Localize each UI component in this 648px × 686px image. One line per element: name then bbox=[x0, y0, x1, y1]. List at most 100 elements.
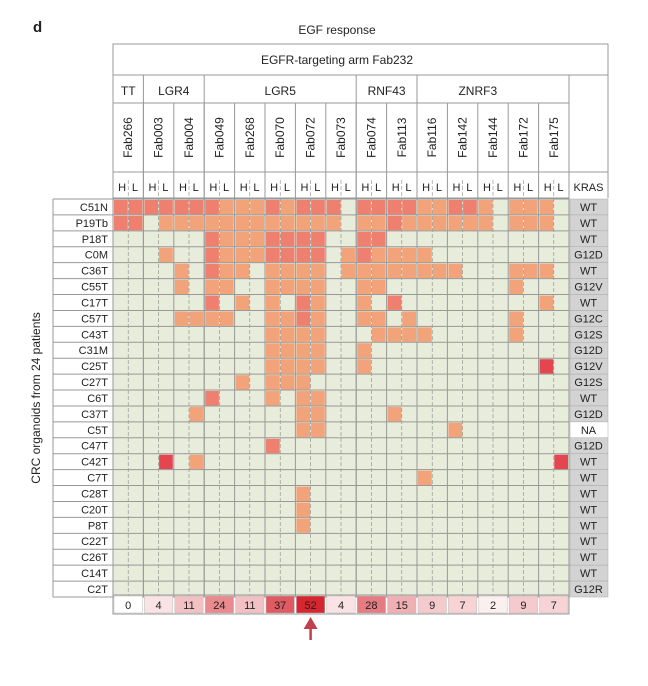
hit-cell-fab072-h bbox=[296, 406, 311, 422]
hit-cell-fab116-h bbox=[418, 200, 432, 215]
antibody-label-fab003: Fab003 bbox=[152, 117, 166, 158]
hit-cell-fab072-l bbox=[311, 215, 325, 231]
hit-cell-fab074-l bbox=[371, 200, 386, 215]
kras-value: G12D bbox=[574, 441, 603, 453]
hit-cell-fab073-h bbox=[326, 200, 341, 215]
row-label-c0m: C0M bbox=[85, 250, 108, 262]
target-group-label-rnf43: RNF43 bbox=[368, 84, 406, 98]
hit-cell-fab072-l bbox=[311, 231, 325, 247]
hit-cell-fab072-h bbox=[296, 327, 311, 342]
hit-cell-fab074-h bbox=[357, 215, 371, 231]
hit-cell-fab070-l bbox=[280, 263, 295, 279]
row-label-c28t: C28T bbox=[81, 488, 108, 500]
hit-cell-fab113-l bbox=[402, 263, 416, 279]
total-cell-fab175 bbox=[539, 595, 569, 614]
hit-cell-fab116-h bbox=[418, 215, 432, 231]
row-label-c55t: C55T bbox=[81, 282, 108, 294]
hit-cell-fab116-l bbox=[432, 215, 447, 231]
kras-value: G12D bbox=[574, 409, 603, 421]
conc-label-h: H bbox=[301, 182, 309, 194]
total-cell-fab116 bbox=[417, 595, 447, 614]
hit-cell-fab268-l bbox=[250, 215, 264, 231]
hit-cell-fab004-l bbox=[189, 200, 204, 215]
hit-cell-fab070-h bbox=[266, 200, 280, 215]
hit-cell-fab172-h bbox=[509, 200, 523, 215]
hit-cell-fab113-l bbox=[402, 311, 416, 326]
row-label-c5t: C5T bbox=[87, 425, 108, 437]
conc-label-h: H bbox=[361, 182, 369, 194]
hit-cell-fab070-h bbox=[266, 311, 280, 326]
hit-cell-fab004-h bbox=[174, 311, 189, 326]
conc-label-l: L bbox=[132, 182, 138, 194]
y-axis-label: CRC organoids from 24 patients bbox=[29, 312, 43, 483]
kras-value: G12S bbox=[574, 377, 602, 389]
panel-label: d bbox=[33, 19, 42, 36]
conc-label-l: L bbox=[345, 182, 351, 194]
kras-header: KRAS bbox=[574, 182, 604, 194]
hit-cell-fab172-h bbox=[509, 327, 523, 342]
hit-cell-fab144-h bbox=[478, 215, 493, 231]
conc-label-l: L bbox=[405, 182, 411, 194]
target-group-label-tt: TT bbox=[121, 84, 136, 98]
hit-cell-fab113-h bbox=[387, 406, 402, 422]
hit-cell-fab116-l bbox=[432, 263, 447, 279]
hit-cell-fab072-h bbox=[296, 518, 311, 533]
hit-cell-fab172-l bbox=[523, 263, 538, 279]
row-label-c2t: C2T bbox=[87, 584, 108, 596]
hit-cell-fab072-l bbox=[311, 343, 325, 358]
total-value-fab074: 28 bbox=[365, 600, 377, 612]
hit-cell-fab049-h bbox=[205, 247, 219, 263]
kras-value: WT bbox=[580, 536, 597, 548]
hit-cell-fab004-l bbox=[189, 454, 204, 470]
kras-value: WT bbox=[580, 393, 597, 405]
row-label-p8t: P8T bbox=[88, 520, 108, 532]
conc-label-l: L bbox=[527, 182, 533, 194]
row-label-c43t: C43T bbox=[81, 329, 108, 341]
hit-cell-fab070-h bbox=[266, 247, 280, 263]
hit-cell-fab074-h bbox=[357, 200, 371, 215]
antibody-label-fab144: Fab144 bbox=[486, 117, 500, 158]
row-label-p19tb: P19Tb bbox=[76, 218, 108, 230]
target-group-label-lgr4: LGR4 bbox=[158, 84, 190, 98]
hit-cell-fab116-h bbox=[418, 263, 432, 279]
chart-title: EGF response bbox=[298, 23, 376, 37]
hit-cell-fab268-h bbox=[235, 375, 250, 390]
row-label-c37t: C37T bbox=[81, 409, 108, 421]
hit-cell-fab175-h bbox=[539, 215, 554, 231]
total-value-fab116: 9 bbox=[429, 600, 435, 612]
total-value-fab072: 52 bbox=[304, 600, 316, 612]
hit-cell-fab070-h bbox=[266, 279, 280, 295]
hit-cell-fab070-l bbox=[280, 311, 295, 326]
hit-cell-fab049-h bbox=[205, 279, 219, 295]
hit-cell-fab049-h bbox=[205, 295, 219, 310]
hit-cell-fab172-h bbox=[509, 311, 523, 326]
kras-value: WT bbox=[580, 568, 597, 580]
antibody-label-fab266: Fab266 bbox=[121, 117, 135, 158]
hit-cell-fab072-h bbox=[296, 311, 311, 326]
kras-value: G12V bbox=[574, 282, 603, 294]
hit-cell-fab072-l bbox=[311, 327, 325, 342]
hit-cell-fab266-l bbox=[128, 215, 143, 231]
total-value-fab266: 0 bbox=[125, 600, 131, 612]
hit-cell-fab070-h bbox=[266, 263, 280, 279]
hit-cell-fab113-h bbox=[387, 295, 402, 310]
row-label-c7t: C7T bbox=[87, 473, 108, 485]
conc-label-l: L bbox=[253, 182, 259, 194]
chart-subtitle: EGFR-targeting arm Fab232 bbox=[261, 53, 413, 67]
hit-cell-fab268-h bbox=[235, 263, 250, 279]
hit-cell-fab142-h bbox=[448, 215, 463, 231]
hit-cell-fab070-l bbox=[280, 247, 295, 263]
hit-cell-fab049-l bbox=[219, 200, 234, 215]
hit-cell-fab072-l bbox=[311, 359, 325, 374]
kras-value: G12D bbox=[574, 250, 603, 262]
hit-cell-fab268-l bbox=[250, 231, 264, 247]
hit-cell-fab116-h bbox=[418, 470, 432, 486]
row-label-c25t: C25T bbox=[81, 361, 108, 373]
hit-cell-fab074-l bbox=[371, 279, 386, 295]
total-cell-fab266 bbox=[113, 595, 143, 614]
conc-label-l: L bbox=[284, 182, 290, 194]
conc-label-l: L bbox=[375, 182, 381, 194]
hit-cell-fab074-l bbox=[371, 311, 386, 326]
hit-cell-fab074-h bbox=[357, 231, 371, 247]
